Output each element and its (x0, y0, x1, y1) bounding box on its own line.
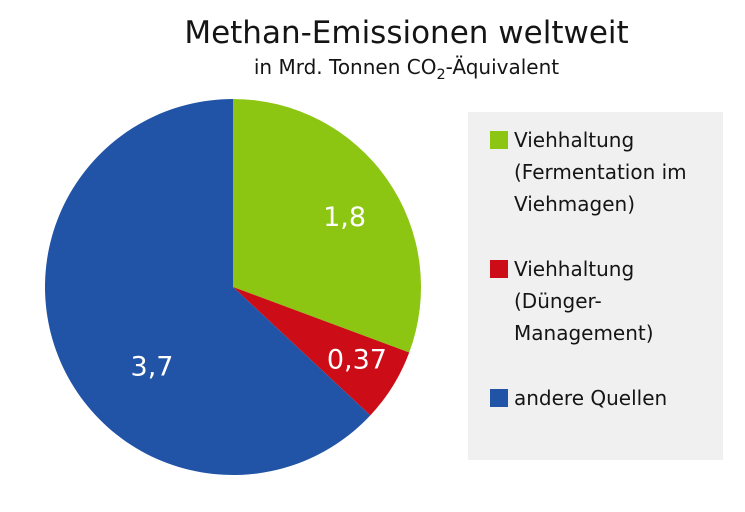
legend-item-viehhaltung-duenger-management: Viehhaltung (Dünger- Management) (490, 253, 713, 349)
subtitle-prefix: in Mrd. Tonnen CO (253, 54, 437, 79)
slice-value-label-andere-quellen: 3,7 (131, 351, 174, 382)
legend: Viehhaltung (Fermentation im Viehmagen) Vie… (468, 112, 723, 460)
chart-header: Methan-Emissionen weltweit in Mrd. Tonne… (68, 14, 745, 83)
subtitle-subscript: 2 (436, 66, 446, 83)
legend-swatch-viehhaltung-fermentation-im-viehmagen (490, 131, 508, 149)
pie-slice-viehhaltung-fermentation-im-viehmagen (233, 99, 422, 353)
pie-slice-viehhaltung-duenger-management (233, 287, 410, 416)
legend-swatch-andere-quellen (490, 389, 508, 407)
legend-swatch-viehhaltung-duenger-management (490, 260, 508, 278)
chart-title: Methan-Emissionen weltweit (184, 15, 629, 51)
legend-label-viehhaltung-duenger-management: Viehhaltung (Dünger- Management) (514, 257, 654, 345)
legend-item-viehhaltung-fermentation-im-viehmagen: Viehhaltung (Fermentation im Viehmagen) (490, 124, 713, 220)
legend-items: Viehhaltung (Fermentation im Viehmagen) Vie… (490, 124, 713, 414)
legend-item-andere-quellen: andere Quellen (490, 382, 713, 414)
legend-label-andere-quellen: andere Quellen (514, 386, 668, 410)
slice-value-label-viehhaltung-fermentation-im-viehmagen: 1,8 (323, 202, 366, 233)
pie-slice-andere-quellen (45, 99, 371, 475)
slice-value-label-viehhaltung-duenger-management: 0,37 (327, 345, 387, 376)
subtitle-suffix: -Äquivalent (445, 54, 560, 79)
legend-label-viehhaltung-fermentation-im-viehmagen: Viehhaltung (Fermentation im Viehmagen) (514, 128, 687, 216)
chart-subtitle: in Mrd. Tonnen CO2-Äquivalent (68, 54, 745, 83)
